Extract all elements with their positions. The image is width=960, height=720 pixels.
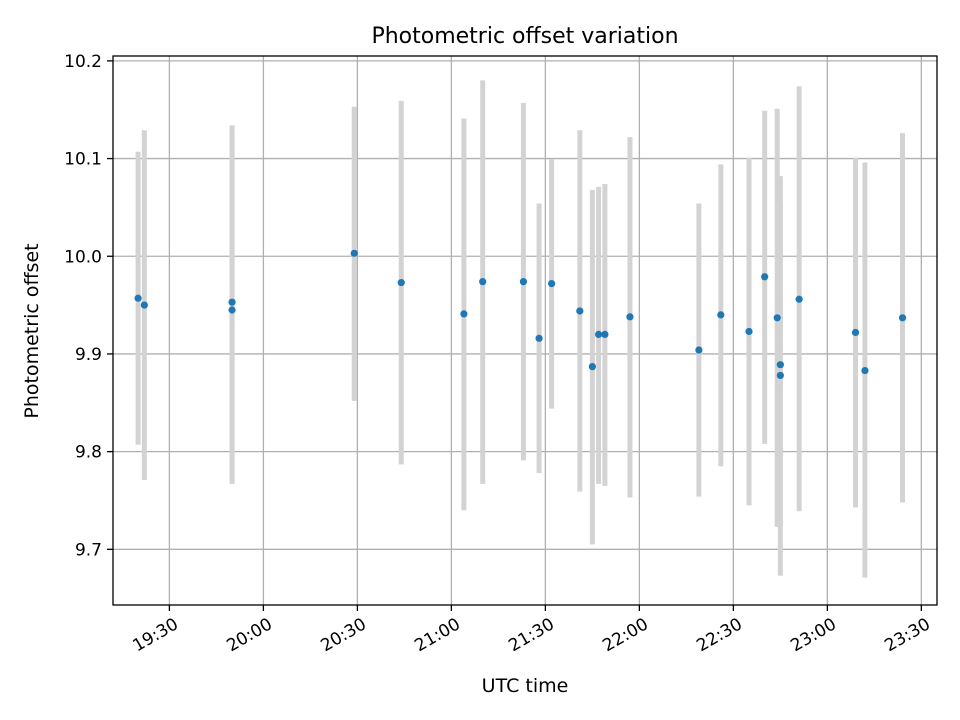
chart-title: Photometric offset variation [371,24,678,49]
data-point [861,366,869,375]
data-points [134,249,907,380]
data-point [519,278,528,286]
data-point [535,334,543,342]
data-point [776,371,784,380]
data-point [595,330,603,339]
x-axis-ticks: 19:30 20:00 20:30 21:00 21:30 22:00 22:30 23:00… [129,605,934,656]
y-tick-label: 9.9 [75,345,102,365]
data-point [350,249,358,257]
x-tick-label: 20:30 [317,614,369,656]
data-point [695,346,703,354]
x-tick-label: 22:30 [693,614,745,656]
data-point [776,361,784,369]
data-point [140,301,148,309]
data-point [773,314,781,322]
x-tick-label: 20:00 [223,614,275,656]
x-tick-label: 21:30 [505,614,557,656]
x-tick-label: 23:00 [787,614,839,656]
y-tick-label: 10.0 [64,247,102,267]
y-axis-label: Photometric offset [21,243,43,418]
data-point [134,294,142,302]
x-axis-label: UTC time [482,675,569,697]
y-tick-label: 9.8 [75,443,102,463]
x-tick-label: 19:30 [129,614,181,656]
data-point [851,328,860,337]
y-tick-label: 10.1 [64,150,102,170]
data-point [601,330,609,339]
data-point [795,295,803,303]
data-point [479,278,487,286]
data-point [626,313,634,321]
x-tick-label: 21:00 [411,614,463,656]
x-tick-label: 22:00 [599,614,651,656]
data-point [460,310,468,318]
data-point [717,311,725,319]
data-point [761,273,769,281]
data-point [228,306,236,314]
plot-frame [112,55,938,606]
data-point [548,280,556,288]
x-tick-label: 23:30 [881,614,933,656]
data-point [228,298,236,306]
data-point [898,314,907,322]
data-point [576,307,584,315]
y-tick-label: 10.2 [64,52,102,72]
data-point [397,279,405,287]
y-axis-ticks: 9.7 9.8 9.9 10.0 10.1 10.2 [64,52,113,560]
error-bars [135,80,906,578]
data-point [745,327,753,336]
data-point [588,363,596,371]
y-tick-label: 9.7 [75,540,102,560]
